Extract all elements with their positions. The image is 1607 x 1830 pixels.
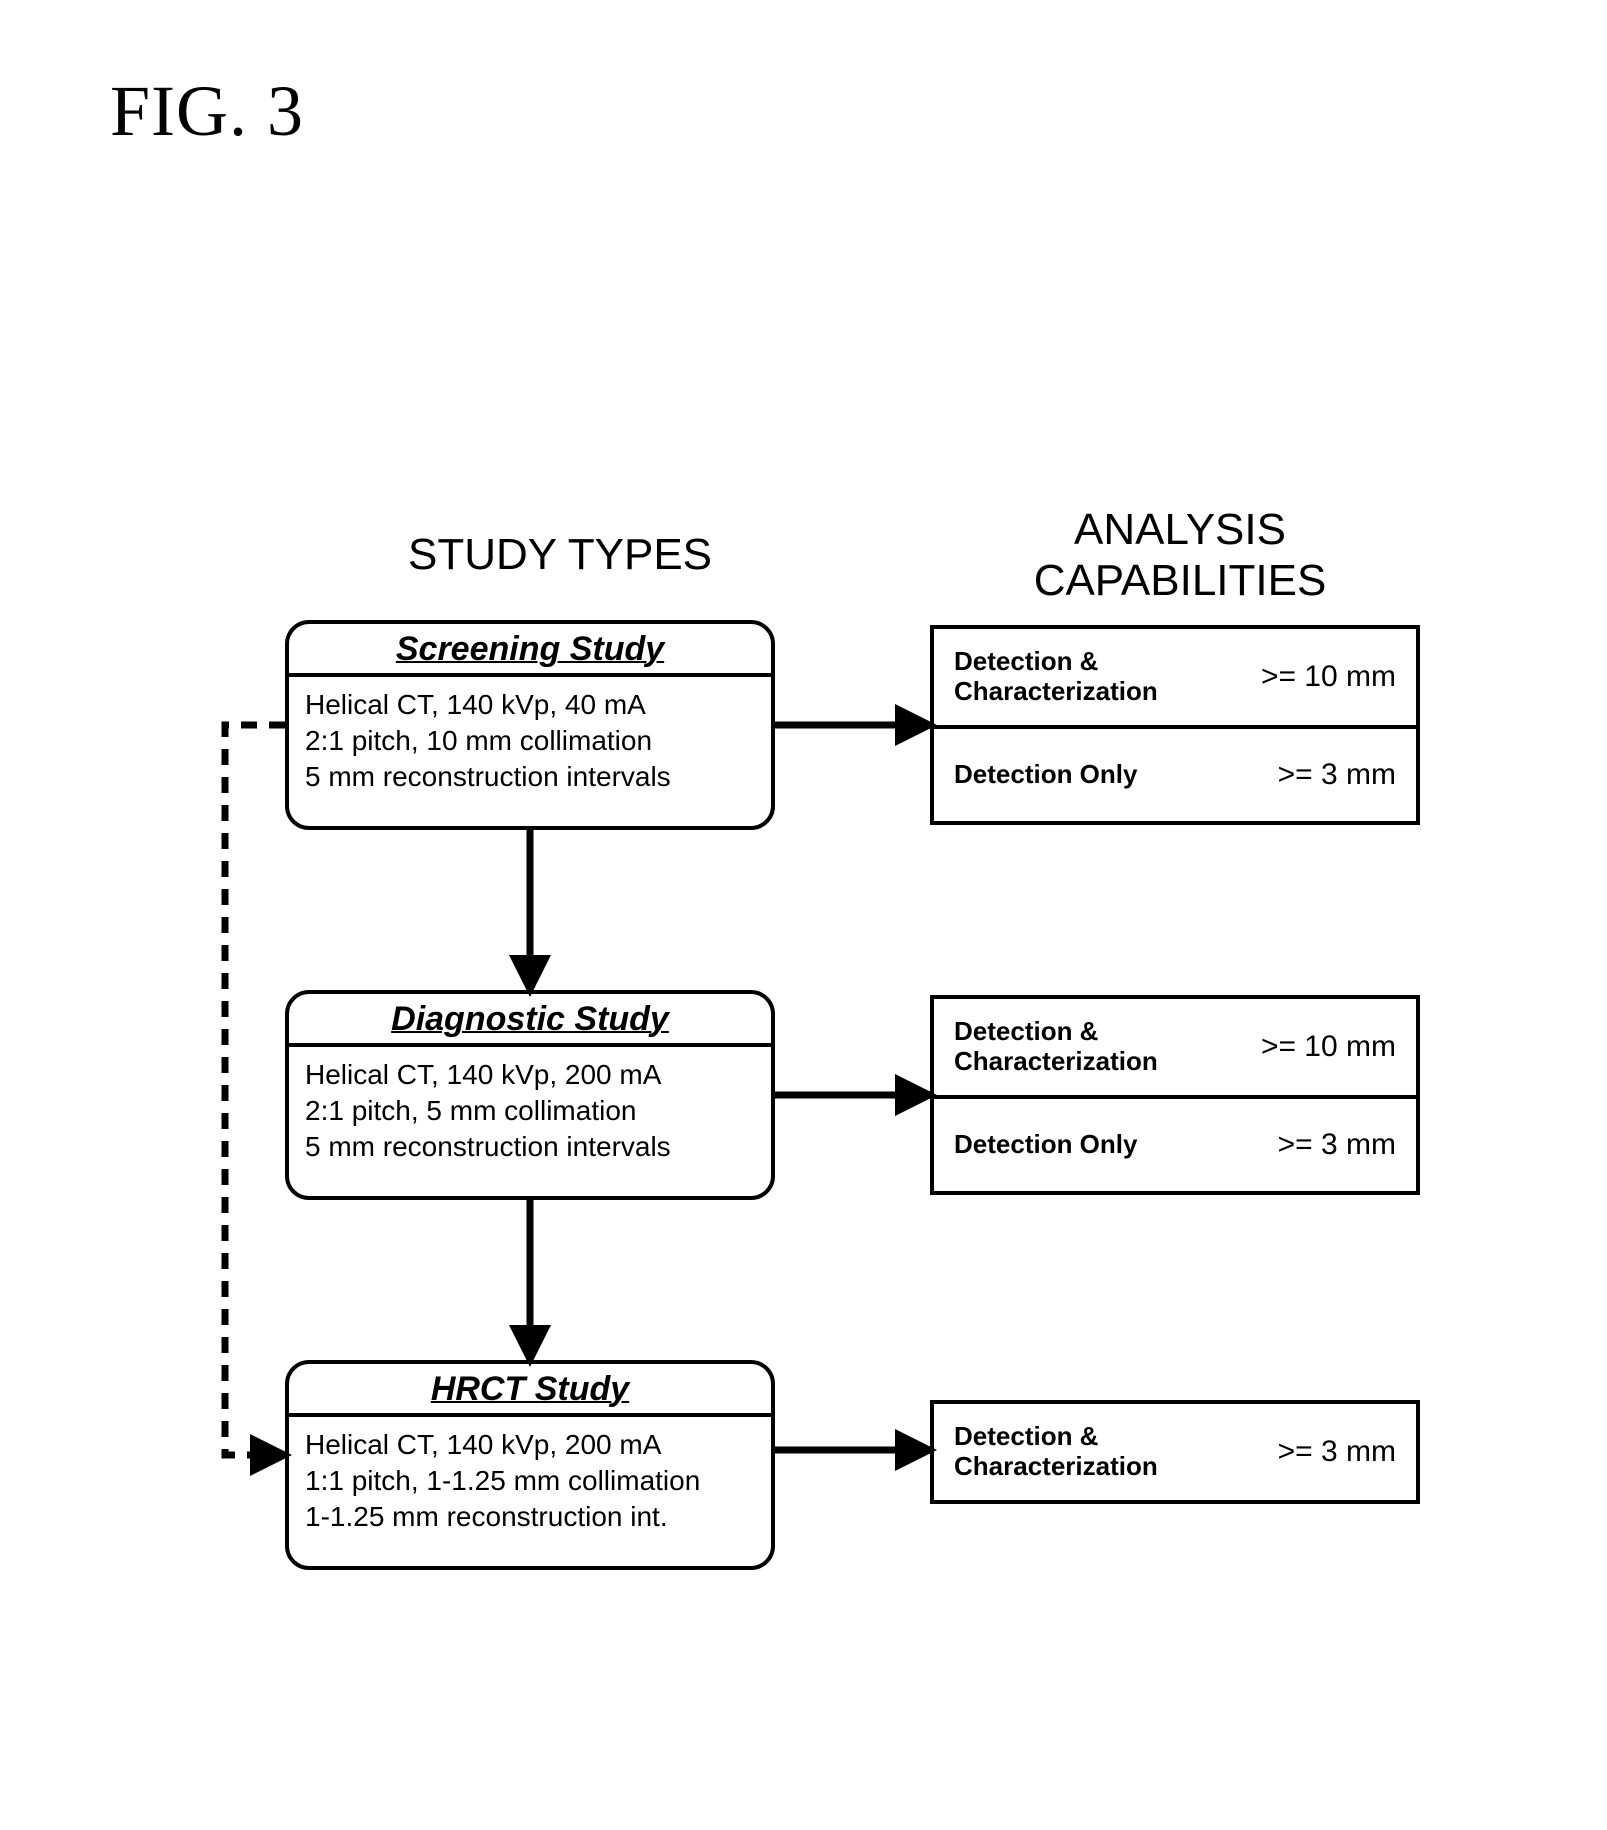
header-analysis-capabilities: ANALYSIS CAPABILITIES	[940, 505, 1420, 606]
cap-screening-row1-value: >= 10 mm	[1261, 660, 1396, 694]
page: FIG. 3 STUDY TYPES ANALYSIS CAPABILITIES…	[0, 0, 1607, 1830]
cap-hrct-row1-label: Detection & Characterization	[954, 1422, 1158, 1482]
study-screening-body: Helical CT, 140 kVp, 40 mA 2:1 pitch, 10…	[289, 677, 771, 806]
study-hrct-line3: 1-1.25 mm reconstruction int.	[305, 1499, 755, 1535]
cap-diagnostic-row1-label: Detection & Characterization	[954, 1017, 1158, 1077]
study-screening-line2: 2:1 pitch, 10 mm collimation	[305, 723, 755, 759]
study-screening: Screening Study Helical CT, 140 kVp, 40 …	[285, 620, 775, 830]
figure-label: FIG. 3	[110, 70, 304, 153]
study-diagnostic-line1: Helical CT, 140 kVp, 200 mA	[305, 1057, 755, 1093]
study-hrct-title: HRCT Study	[289, 1364, 771, 1417]
study-screening-line3: 5 mm reconstruction intervals	[305, 759, 755, 795]
study-diagnostic-line2: 2:1 pitch, 5 mm collimation	[305, 1093, 755, 1129]
cap-screening-row2-value: >= 3 mm	[1278, 758, 1396, 792]
study-diagnostic-line3: 5 mm reconstruction intervals	[305, 1129, 755, 1165]
cap-screening: Detection & Characterization >= 10 mm De…	[930, 625, 1420, 825]
cap-screening-row1-label: Detection & Characterization	[954, 647, 1158, 707]
cap-hrct: Detection & Characterization >= 3 mm	[930, 1400, 1420, 1504]
header-study-types: STUDY TYPES	[320, 530, 800, 581]
cap-screening-row2-label: Detection Only	[954, 760, 1137, 790]
study-diagnostic: Diagnostic Study Helical CT, 140 kVp, 20…	[285, 990, 775, 1200]
study-diagnostic-title: Diagnostic Study	[289, 994, 771, 1047]
study-hrct: HRCT Study Helical CT, 140 kVp, 200 mA 1…	[285, 1360, 775, 1570]
arrows-overlay	[0, 0, 1607, 1830]
cap-hrct-row1: Detection & Characterization >= 3 mm	[934, 1404, 1416, 1500]
cap-diagnostic: Detection & Characterization >= 10 mm De…	[930, 995, 1420, 1195]
cap-screening-row1: Detection & Characterization >= 10 mm	[934, 629, 1416, 725]
study-hrct-line1: Helical CT, 140 kVp, 200 mA	[305, 1427, 755, 1463]
study-screening-line1: Helical CT, 140 kVp, 40 mA	[305, 687, 755, 723]
cap-screening-row2: Detection Only >= 3 mm	[934, 725, 1416, 821]
cap-diagnostic-row2-label: Detection Only	[954, 1130, 1137, 1160]
study-screening-title: Screening Study	[289, 624, 771, 677]
cap-diagnostic-row2-value: >= 3 mm	[1278, 1128, 1396, 1162]
study-diagnostic-body: Helical CT, 140 kVp, 200 mA 2:1 pitch, 5…	[289, 1047, 771, 1176]
study-hrct-line2: 1:1 pitch, 1-1.25 mm collimation	[305, 1463, 755, 1499]
cap-diagnostic-row1: Detection & Characterization >= 10 mm	[934, 999, 1416, 1095]
study-hrct-body: Helical CT, 140 kVp, 200 mA 1:1 pitch, 1…	[289, 1417, 771, 1546]
cap-diagnostic-row2: Detection Only >= 3 mm	[934, 1095, 1416, 1191]
cap-diagnostic-row1-value: >= 10 mm	[1261, 1030, 1396, 1064]
cap-hrct-row1-value: >= 3 mm	[1278, 1435, 1396, 1469]
